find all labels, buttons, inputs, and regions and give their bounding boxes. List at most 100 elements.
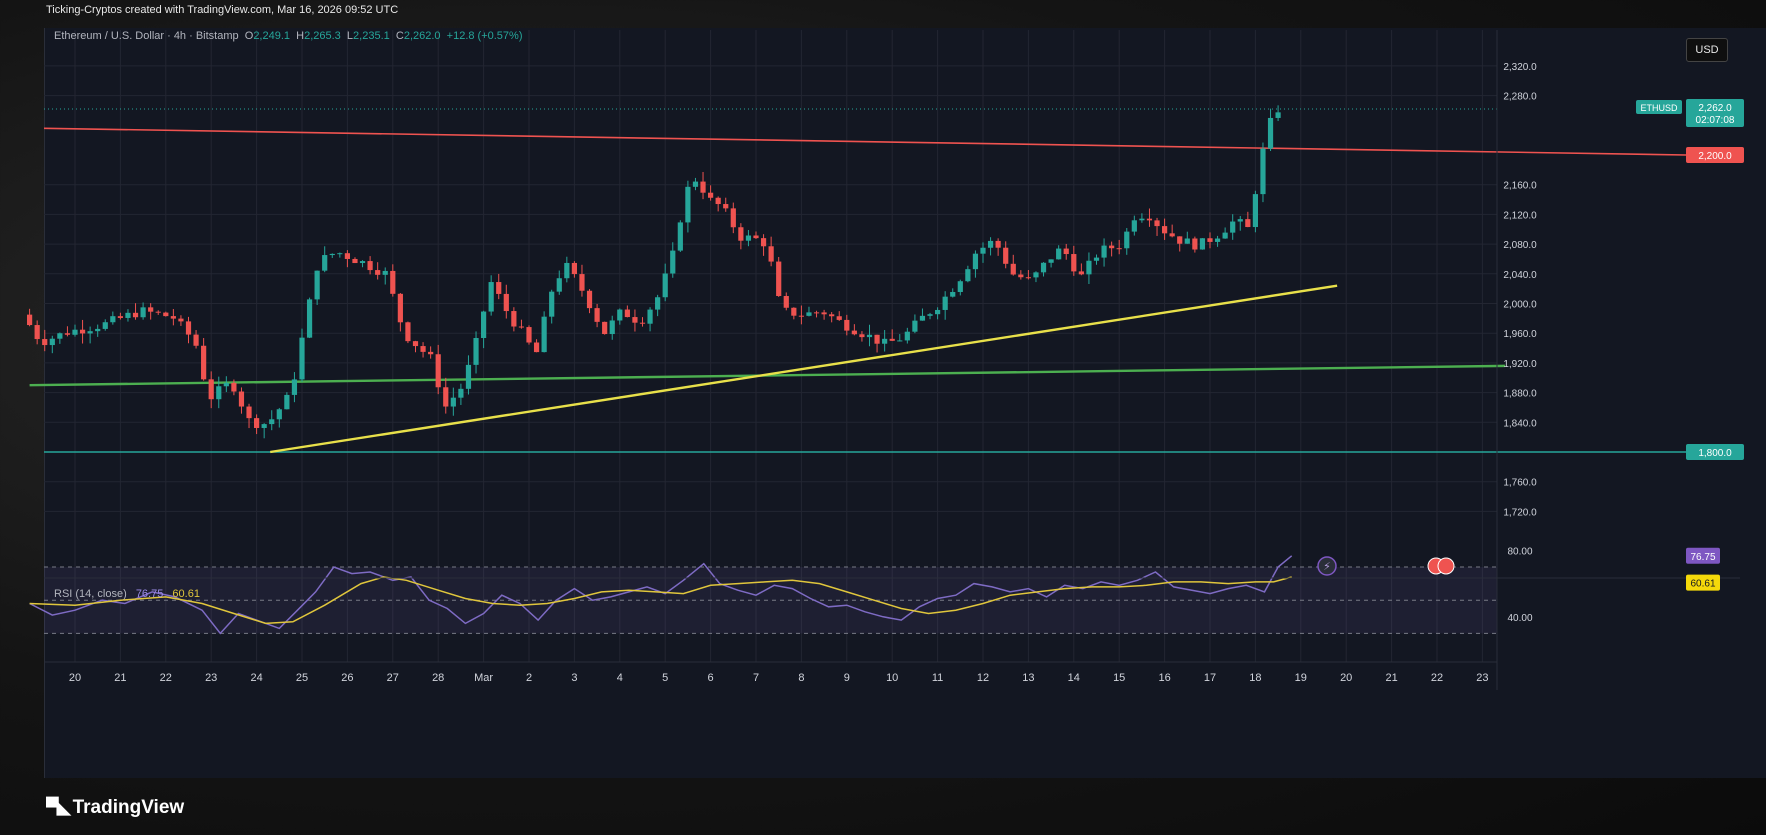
trend-line <box>270 284 1338 454</box>
candle-body <box>1025 277 1031 279</box>
candle-body <box>269 419 275 425</box>
candle-body <box>919 315 926 321</box>
candle-body <box>1146 218 1153 221</box>
candle-body <box>450 397 456 407</box>
candle-body <box>776 261 782 297</box>
grid-layer <box>44 30 1497 662</box>
candle-body <box>170 316 176 319</box>
y-tick-label: 2,320.0 <box>1503 62 1537 73</box>
x-tick-label: 12 <box>977 672 989 684</box>
high-value: 2,265.3 <box>304 30 341 42</box>
candle-body <box>987 240 994 248</box>
candle-body <box>609 320 615 335</box>
event-icons: ⚡ <box>1317 556 1455 576</box>
x-tick-label: 7 <box>753 672 759 684</box>
candle-body <box>110 316 116 323</box>
candle-body <box>957 281 963 292</box>
y-tick-label: 2,280.0 <box>1503 92 1537 103</box>
chart-frame[interactable] <box>44 28 1766 778</box>
candle-body <box>117 316 123 318</box>
candle-body <box>49 338 55 346</box>
candle-body <box>723 204 729 209</box>
candle-body <box>655 297 661 310</box>
x-tick-label: 21 <box>114 672 126 684</box>
candle-body <box>178 318 184 322</box>
candle-body <box>533 342 540 353</box>
candle-body <box>571 262 577 275</box>
candle-body <box>193 334 199 346</box>
candle-body <box>1139 218 1145 221</box>
candle-body <box>125 312 131 318</box>
candle-body <box>140 307 146 318</box>
candle-body <box>927 314 933 316</box>
open-value: 2,249.1 <box>253 30 291 42</box>
candle-body <box>1010 263 1016 275</box>
x-tick-label: 13 <box>1022 672 1034 684</box>
brand-logo: ▀◣ TradingView <box>46 797 184 819</box>
candle-body <box>201 345 207 380</box>
drawing-lines <box>29 108 1687 454</box>
x-tick-label: 24 <box>250 672 262 684</box>
candle-body <box>1131 220 1137 232</box>
x-tick-label: 9 <box>844 672 850 684</box>
candle-body <box>897 340 903 342</box>
candle-body <box>95 328 101 332</box>
rsi-legend: RSI (14, close) 76.75 60.61 <box>54 588 200 600</box>
candle-body <box>738 227 744 241</box>
level-price-label: 2,200.0 <box>1698 151 1732 162</box>
candle-body <box>1154 220 1160 227</box>
candle-body <box>1177 236 1183 244</box>
candle-body <box>904 331 910 341</box>
candle-body <box>352 258 358 264</box>
candle-body <box>647 309 653 324</box>
x-tick-label: 17 <box>1204 672 1216 684</box>
candle-body <box>412 341 419 347</box>
candle-body <box>730 208 736 228</box>
candle-body <box>685 186 691 223</box>
candle-body <box>1245 219 1251 228</box>
candle-body <box>1199 238 1206 250</box>
close-label: C <box>395 30 404 42</box>
candle-body <box>102 322 108 329</box>
candle-body <box>624 309 630 318</box>
candle-body <box>995 240 1001 248</box>
candle-body <box>1169 233 1175 237</box>
lightning-glyph: ⚡ <box>1323 560 1331 573</box>
x-tick-label: 28 <box>432 672 444 684</box>
y-tick-label: 2,160.0 <box>1503 181 1537 192</box>
candle-body <box>322 255 328 271</box>
x-tick-label: 20 <box>69 672 81 684</box>
candle-body <box>874 334 880 344</box>
candle-body <box>1109 245 1115 249</box>
candle-body <box>155 311 161 313</box>
candle-body <box>965 269 971 282</box>
candle-body <box>405 322 411 342</box>
candle-body <box>632 317 638 323</box>
candle-body <box>1071 254 1077 272</box>
x-tick-label: 4 <box>617 672 623 684</box>
tradingview-logo-icon: ▀◣ <box>46 797 71 817</box>
candle-body <box>1048 259 1054 263</box>
candle-countdown: 02:07:08 <box>1696 115 1735 126</box>
x-tick-label: 25 <box>296 672 308 684</box>
candle-body <box>579 274 585 291</box>
candle-body <box>64 333 71 335</box>
candle-body <box>1214 238 1221 242</box>
candle-body <box>216 386 222 400</box>
candle-body <box>306 299 313 338</box>
candle-body <box>420 346 426 352</box>
currency-button[interactable]: USD <box>1686 38 1728 62</box>
candle-body <box>889 338 895 341</box>
candle-body <box>1033 272 1039 278</box>
candle-body <box>541 316 547 353</box>
candle-body <box>1192 238 1198 250</box>
candle-body <box>27 314 33 326</box>
x-tick-label: 20 <box>1340 672 1352 684</box>
event-flag-icon <box>1437 557 1455 575</box>
y-tick-label: 1,760.0 <box>1503 478 1537 489</box>
candle-body <box>745 235 752 241</box>
candle-body <box>882 338 888 344</box>
close-value: 2,262.0 <box>403 30 441 42</box>
candle-body <box>1056 248 1062 260</box>
